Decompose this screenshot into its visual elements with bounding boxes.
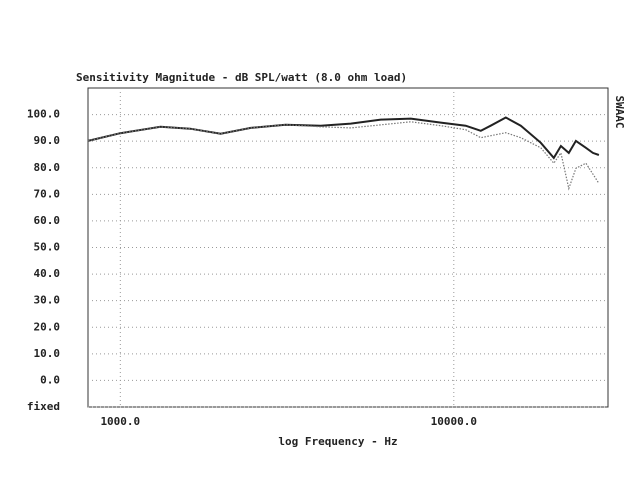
annotation: SWAAC — [613, 95, 626, 128]
y-tick-label: 20.0 — [34, 320, 61, 333]
y-tick-label: 60.0 — [34, 214, 61, 227]
y-tick-label: fixed — [27, 400, 60, 413]
y-tick-label: 30.0 — [34, 294, 61, 307]
data-line — [87, 116, 600, 160]
y-tick-label: 40.0 — [34, 267, 61, 280]
y-tick-label: 70.0 — [34, 187, 61, 200]
y-tick-label: 10.0 — [34, 347, 61, 360]
x-tick-label: 1000.0 — [100, 415, 140, 428]
chart-title: Sensitivity Magnitude - dB SPL/watt (8.0… — [76, 71, 407, 84]
x-axis-label: log Frequency - Hz — [278, 435, 397, 448]
y-tick-label: 100.0 — [27, 108, 60, 121]
x-tick-label: 10000.0 — [431, 415, 477, 428]
y-tick-label: 90.0 — [34, 134, 61, 147]
y-tick-label: 50.0 — [34, 241, 61, 254]
y-tick-label: 80.0 — [34, 161, 61, 174]
y-tick-label: 0.0 — [40, 373, 60, 386]
data-line — [87, 121, 600, 191]
